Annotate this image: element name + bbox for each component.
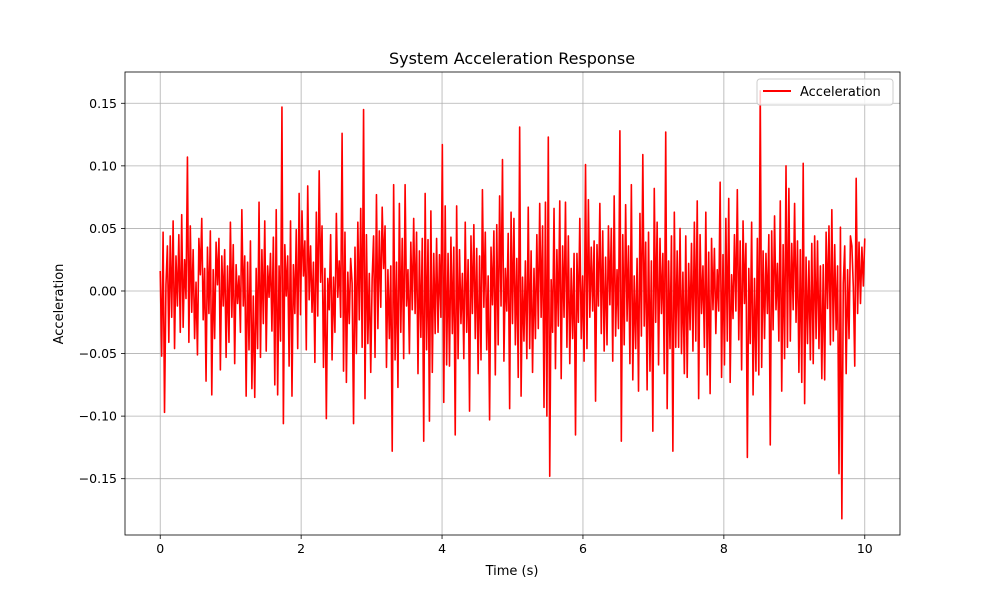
x-axis-ticks: 0 2 4 6 8 10 [156, 535, 873, 556]
x-tick-label: 0 [156, 541, 164, 556]
x-tick-label: 4 [438, 541, 446, 556]
chart-title: System Acceleration Response [389, 49, 635, 68]
x-tick-label: 2 [297, 541, 305, 556]
y-axis-label: Acceleration [52, 264, 67, 345]
y-tick-label: −0.05 [79, 346, 117, 361]
x-tick-label: 8 [720, 541, 728, 556]
plot-series [159, 89, 866, 520]
series-line-acceleration [159, 89, 866, 520]
plot-frame [124, 71, 901, 536]
y-tick-label: 0.10 [89, 158, 117, 173]
x-axis-label: Time (s) [485, 564, 539, 579]
x-tick-label: 10 [857, 541, 873, 556]
x-tick-label: 6 [579, 541, 587, 556]
y-axis-ticks: −0.15 −0.10 −0.05 0.00 0.05 0.10 0.15 [79, 96, 125, 486]
legend: Acceleration [756, 78, 894, 106]
y-tick-label: 0.15 [89, 96, 117, 111]
y-tick-label: 0.05 [89, 221, 117, 236]
y-tick-label: −0.10 [79, 409, 117, 424]
legend-box [756, 78, 894, 106]
legend-entry-acceleration: Acceleration [800, 85, 881, 100]
y-tick-label: −0.15 [79, 471, 117, 486]
y-tick-label: 0.00 [89, 283, 117, 298]
